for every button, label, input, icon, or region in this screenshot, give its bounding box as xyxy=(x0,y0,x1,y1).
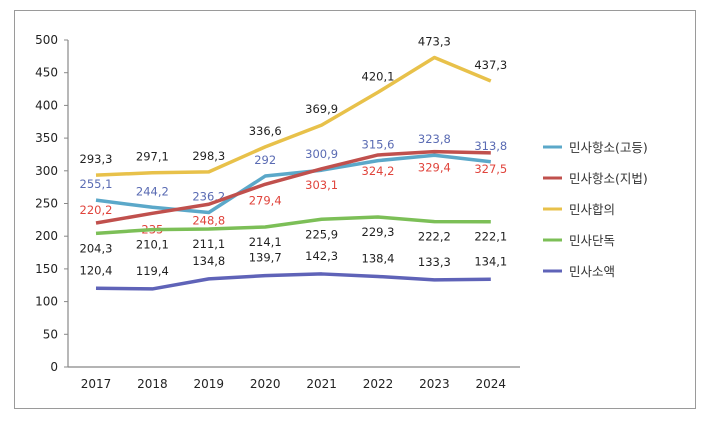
legend-label: 민사합의 xyxy=(569,202,615,217)
data-label: 420,1 xyxy=(362,69,395,83)
data-label: 134,1 xyxy=(474,254,507,268)
data-label: 298,3 xyxy=(192,149,225,163)
legend-label: 민사단독 xyxy=(569,233,615,248)
data-label: 292 xyxy=(254,153,276,167)
x-tick-label: 2023 xyxy=(419,377,450,391)
y-tick-label: 400 xyxy=(35,98,58,112)
data-label: 138,4 xyxy=(362,251,395,265)
data-label: 473,3 xyxy=(418,34,451,48)
data-label: 369,9 xyxy=(305,102,338,116)
y-tick-label: 100 xyxy=(35,295,58,309)
x-tick-label: 2018 xyxy=(137,377,168,391)
y-tick-label: 50 xyxy=(43,327,58,341)
chart-frame xyxy=(14,10,696,409)
data-label: 133,3 xyxy=(418,255,451,269)
data-label: 315,6 xyxy=(362,138,395,152)
legend-label: 민사항소(지법) xyxy=(569,171,648,186)
data-label: 204,3 xyxy=(80,241,113,255)
series-line xyxy=(95,215,491,236)
y-tick-label: 450 xyxy=(35,66,58,80)
data-label: 211,1 xyxy=(192,237,225,251)
data-label: 225,9 xyxy=(305,227,338,241)
data-label: 327,5 xyxy=(474,162,507,176)
data-label: 210,1 xyxy=(136,238,169,252)
y-tick-label: 300 xyxy=(35,164,58,178)
y-tick-label: 250 xyxy=(35,197,58,211)
data-label: 297,1 xyxy=(136,150,169,164)
x-tick-label: 2021 xyxy=(306,377,337,391)
data-label: 313,8 xyxy=(474,139,507,153)
data-label: 214,1 xyxy=(249,235,282,249)
x-tick-label: 2024 xyxy=(476,377,507,391)
y-tick-label: 0 xyxy=(50,360,58,374)
x-tick-label: 2022 xyxy=(363,377,394,391)
data-label: 142,3 xyxy=(305,249,338,263)
series-line xyxy=(95,149,491,225)
data-label: 324,2 xyxy=(362,164,395,178)
data-label: 323,8 xyxy=(418,132,451,146)
data-label: 336,6 xyxy=(249,124,282,138)
y-tick-label: 150 xyxy=(35,262,58,276)
data-label: 303,1 xyxy=(305,178,338,192)
data-label: 329,4 xyxy=(418,161,451,175)
data-label: 244,2 xyxy=(136,184,169,198)
x-tick-label: 2020 xyxy=(250,377,281,391)
data-label: 222,1 xyxy=(474,230,507,244)
data-label: 139,7 xyxy=(249,251,282,265)
y-tick-label: 350 xyxy=(35,131,58,145)
x-tick-label: 2017 xyxy=(81,377,112,391)
data-label: 293,3 xyxy=(80,152,113,166)
series-line xyxy=(95,272,491,291)
data-label: 222,2 xyxy=(418,230,451,244)
data-label: 437,3 xyxy=(474,58,507,72)
data-label: 229,3 xyxy=(362,225,395,239)
y-tick-label: 200 xyxy=(35,229,58,243)
y-tick-label: 500 xyxy=(35,33,58,47)
series-line xyxy=(95,153,492,215)
legend-label: 민사항소(고등) xyxy=(569,140,648,155)
legend-label: 민사소액 xyxy=(569,264,615,279)
data-label: 120,4 xyxy=(80,263,113,277)
series-line xyxy=(95,55,492,177)
data-label: 279,4 xyxy=(249,193,282,207)
data-label: 255,1 xyxy=(80,177,113,191)
data-label: 134,8 xyxy=(192,254,225,268)
data-label: 220,2 xyxy=(80,203,113,217)
data-label: 248,8 xyxy=(192,213,225,227)
x-tick-label: 2019 xyxy=(194,377,225,391)
data-label: 119,4 xyxy=(136,264,169,278)
data-label: 300,9 xyxy=(305,147,338,161)
